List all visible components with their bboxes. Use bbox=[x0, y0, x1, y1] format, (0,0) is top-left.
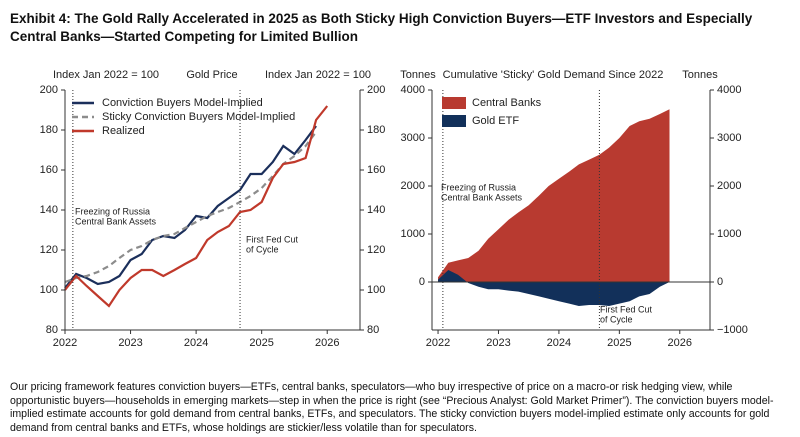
y-tick-label: 200 bbox=[40, 84, 58, 96]
legend-label: Central Banks bbox=[472, 97, 542, 109]
x-tick-label: 2023 bbox=[118, 337, 142, 349]
legend-label: Gold ETF bbox=[472, 115, 519, 127]
y2-axis-label: Tonnes bbox=[682, 69, 718, 81]
line bbox=[64, 131, 317, 284]
charts: Index Jan 2022 = 100 Gold Price Index Jan … bbox=[40, 69, 748, 349]
y-axis-label: Index Jan 2022 = 100 bbox=[53, 69, 159, 81]
area bbox=[438, 270, 670, 306]
y2-tick-label: 0 bbox=[717, 276, 723, 288]
x-tick-label: 2022 bbox=[426, 337, 450, 349]
y2-tick-label: 120 bbox=[367, 244, 385, 256]
y-tick-label: 2000 bbox=[401, 180, 425, 192]
exhibit-title: Exhibit 4: The Gold Rally Accelerated in… bbox=[10, 11, 753, 44]
x-tick-label: 2025 bbox=[249, 337, 273, 349]
annotation: Freezing of Russia bbox=[441, 182, 516, 192]
annotation: of Cycle bbox=[600, 314, 633, 324]
y-tick-label: 180 bbox=[40, 124, 58, 136]
legend-label: Realized bbox=[102, 125, 145, 137]
y-axis-label: Tonnes bbox=[400, 69, 436, 81]
y-tick-label: 4000 bbox=[401, 84, 425, 96]
x-tick-label: 2025 bbox=[607, 337, 631, 349]
y2-tick-label: 100 bbox=[367, 284, 385, 296]
y-tick-label: 160 bbox=[40, 164, 58, 176]
y-tick-label: 80 bbox=[46, 324, 58, 336]
annotation: First Fed Cut bbox=[246, 234, 299, 244]
y2-tick-label: 3000 bbox=[717, 132, 741, 144]
y2-tick-label: 160 bbox=[367, 164, 385, 176]
y2-tick-label: 2000 bbox=[717, 180, 741, 192]
area bbox=[438, 109, 670, 282]
chart-title: Cumulative 'Sticky' Gold Demand Since 20… bbox=[443, 69, 664, 81]
legend-label: Conviction Buyers Model-Implied bbox=[102, 97, 263, 109]
annotation: Freezing of Russia bbox=[75, 206, 150, 216]
y2-tick-label: 180 bbox=[367, 124, 385, 136]
y2-tick-label: 4000 bbox=[717, 84, 741, 96]
annotation: Central Bank Assets bbox=[75, 216, 157, 226]
y-tick-label: 140 bbox=[40, 204, 58, 216]
annotation: First Fed Cut bbox=[600, 304, 653, 314]
x-tick-label: 2026 bbox=[668, 337, 692, 349]
y-tick-label: 0 bbox=[419, 276, 425, 288]
annotation: Central Bank Assets bbox=[441, 192, 523, 202]
line bbox=[64, 105, 329, 308]
legend-swatch bbox=[442, 97, 466, 109]
chart-title: Gold Price bbox=[186, 69, 237, 81]
y-tick-label: 3000 bbox=[401, 132, 425, 144]
y2-tick-label: 80 bbox=[367, 324, 379, 336]
y-tick-label: 100 bbox=[40, 284, 58, 296]
legend-label: Sticky Conviction Buyers Model-Implied bbox=[102, 111, 295, 123]
x-tick-label: 2024 bbox=[184, 337, 208, 349]
y2-axis-label: Index Jan 2022 = 100 bbox=[265, 69, 371, 81]
x-tick-label: 2024 bbox=[547, 337, 571, 349]
y2-tick-label: 1000 bbox=[717, 228, 741, 240]
x-tick-label: 2026 bbox=[315, 337, 339, 349]
x-tick-label: 2022 bbox=[53, 337, 77, 349]
y2-tick-label: −1000 bbox=[717, 324, 748, 336]
footnote: Our pricing framework features convictio… bbox=[10, 381, 774, 434]
annotation: of Cycle bbox=[246, 244, 279, 254]
y-tick-label: 1000 bbox=[401, 228, 425, 240]
line bbox=[64, 125, 317, 289]
y2-tick-label: 140 bbox=[367, 204, 385, 216]
y-tick-label: 120 bbox=[40, 244, 58, 256]
x-tick-label: 2023 bbox=[486, 337, 510, 349]
y2-tick-label: 200 bbox=[367, 84, 385, 96]
legend-swatch bbox=[442, 115, 466, 127]
